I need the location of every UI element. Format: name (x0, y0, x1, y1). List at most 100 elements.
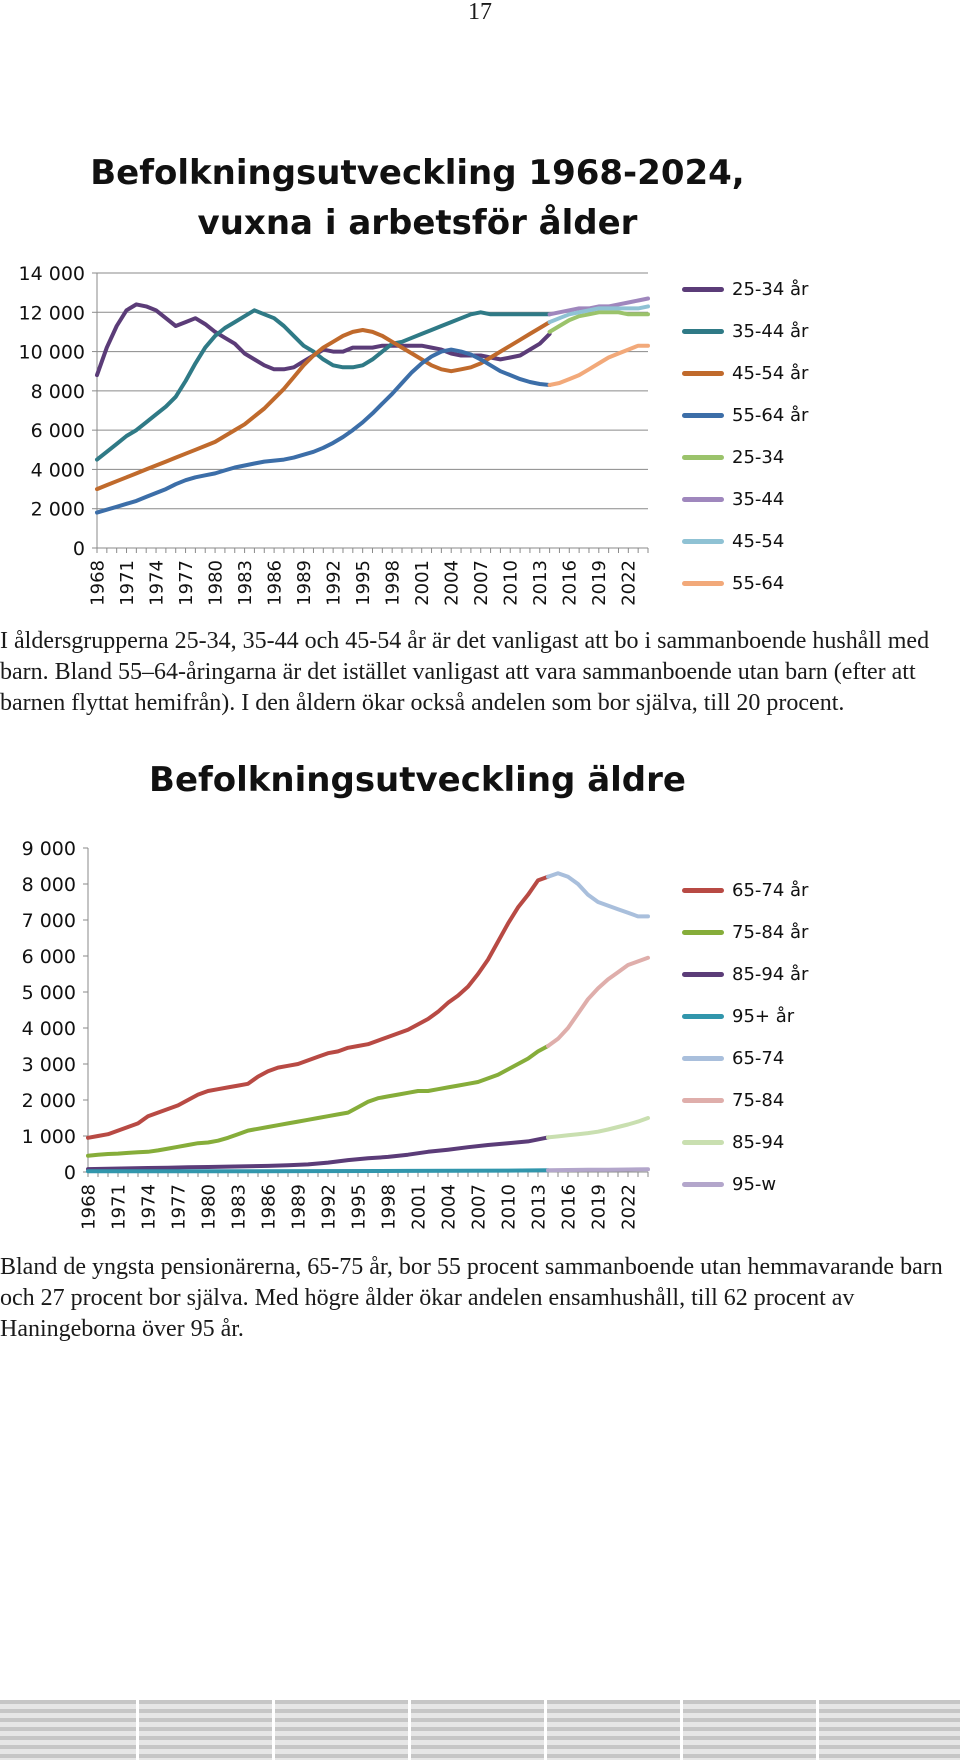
series-line-25-34 (547, 310, 650, 334)
x-tick-label: 2001 (412, 560, 433, 606)
series-line-75-84-r (86, 1044, 550, 1158)
legend-item: 25-34 år (682, 268, 808, 310)
series-line-55-64-r (95, 347, 552, 515)
legend-item: 45-54 (682, 520, 808, 562)
series-line-95-w (546, 1167, 650, 1173)
y-tick-label: 1 000 (22, 1126, 76, 1148)
x-tick-label: 1980 (198, 1184, 219, 1230)
y-tick-label: 3 000 (22, 1054, 76, 1076)
x-tick-label: 2004 (442, 560, 463, 606)
series-line-85-94-r (86, 1135, 550, 1172)
x-tick-label: 1968 (78, 1184, 99, 1230)
x-tick-label: 1989 (288, 1184, 309, 1230)
x-tick-label: 2019 (589, 560, 610, 606)
legend-swatch (682, 370, 724, 376)
y-tick-label: 7 000 (22, 910, 76, 932)
y-tick-label: 8 000 (22, 874, 76, 896)
legend-item: 65-74 (682, 1037, 808, 1079)
legend-swatch (682, 1097, 724, 1103)
legend-item: 65-74 år (682, 869, 808, 911)
y-tick-label: 5 000 (22, 982, 76, 1004)
legend-item: 55-64 år (682, 394, 808, 436)
legend-swatch (682, 496, 724, 502)
x-tick-label: 1986 (264, 560, 285, 606)
legend-swatch (682, 286, 724, 292)
footer-separator (408, 1700, 411, 1760)
x-tick-label: 1992 (323, 560, 344, 606)
legend-label: 25-34 (732, 446, 785, 468)
legend-swatch (682, 971, 724, 977)
y-tick-label: 10 000 (19, 342, 85, 364)
x-tick-label: 1974 (138, 1184, 159, 1230)
x-tick-label: 1992 (318, 1184, 339, 1230)
legend-item: 45-54 år (682, 352, 808, 394)
y-tick-label: 6 000 (31, 420, 85, 442)
x-tick-label: 2022 (619, 560, 640, 606)
y-tick-label: 9 000 (22, 838, 76, 860)
y-tick-label: 8 000 (31, 381, 85, 403)
y-tick-label: 12 000 (19, 302, 85, 324)
chart-title-line-1: Befolkningsutveckling äldre (149, 760, 686, 800)
legend-swatch (682, 538, 724, 544)
footer-separator (680, 1700, 683, 1760)
chart-title-line-2: vuxna i arbetsför ålder (197, 203, 638, 243)
series-line-95-r (86, 1168, 550, 1174)
chart-title: Befolkningsutveckling äldre (0, 755, 835, 805)
x-tick-label: 2016 (560, 560, 581, 606)
chart-elderly: Befolkningsutveckling äldre 0 1 000 2 000 3… (0, 760, 960, 1240)
chart-title-line-1: Befolkningsutveckling 1968-2024, (90, 153, 745, 193)
x-tick-label: 2022 (618, 1184, 639, 1230)
legend-item: 85-94 år (682, 953, 808, 995)
legend-swatch (682, 1139, 724, 1145)
x-tick-label: 1968 (87, 560, 108, 606)
body-paragraph: I åldersgrupperna 25-34, 35-44 och 45-54… (0, 628, 930, 716)
x-tick-label: 1986 (258, 1184, 279, 1230)
footer-separator (816, 1700, 819, 1760)
legend-label: 45-54 år (732, 362, 809, 384)
x-tick-label: 1980 (205, 560, 226, 606)
x-tick-label: 1977 (168, 1184, 189, 1230)
x-tick-label: 1977 (176, 560, 197, 606)
x-tick-label: 2013 (528, 1184, 549, 1230)
series-line-35-44-r (95, 308, 552, 462)
legend-item: 55-64 (682, 562, 808, 604)
series-line-45-54 (547, 304, 650, 325)
series-line-85-94 (546, 1116, 650, 1140)
x-tick-label: 2004 (438, 1184, 459, 1230)
legend-swatch (682, 412, 724, 418)
legend-item: 25-34 (682, 436, 808, 478)
series-line-65-74-r (86, 874, 550, 1140)
x-tick-label: 2007 (468, 1184, 489, 1230)
legend-label: 75-84 (732, 1089, 785, 1111)
legend-swatch (682, 929, 724, 935)
chart-working-age: Befolkningsutveckling 1968-2024, vuxna i… (0, 140, 960, 620)
legend-label: 35-44 (732, 488, 785, 510)
legend-label: 55-64 (732, 572, 785, 594)
y-tick-label: 4 000 (22, 1018, 76, 1040)
legend-label: 75-84 år (732, 921, 809, 943)
legend-label: 45-54 (732, 530, 785, 552)
y-tick-label: 4 000 (31, 459, 85, 481)
legend-label: 65-74 år (732, 879, 809, 901)
x-tick-label: 1998 (378, 1184, 399, 1230)
x-tick-label: 1971 (117, 560, 138, 606)
series-line-55-64 (547, 343, 650, 387)
legend-label: 55-64 år (732, 404, 809, 426)
series-line-75-84 (546, 955, 650, 1048)
y-tick-label: 2 000 (22, 1090, 76, 1112)
legend-item: 35-44 (682, 478, 808, 520)
series-line-65-74 (546, 871, 650, 919)
legend-swatch (682, 1013, 724, 1019)
footer-decoration (0, 1700, 960, 1760)
x-tick-label: 2010 (498, 1184, 519, 1230)
x-tick-label: 2001 (408, 1184, 429, 1230)
legend-item: 75-84 (682, 1079, 808, 1121)
legend-item: 35-44 år (682, 310, 808, 352)
x-tick-label: 1971 (108, 1184, 129, 1230)
x-tick-label: 1995 (348, 1184, 369, 1230)
x-tick-label: 1998 (382, 560, 403, 606)
x-tick-label: 1989 (294, 560, 315, 606)
x-tick-label: 1995 (353, 560, 374, 606)
footer-separator (136, 1700, 139, 1760)
legend-item: 75-84 år (682, 911, 808, 953)
